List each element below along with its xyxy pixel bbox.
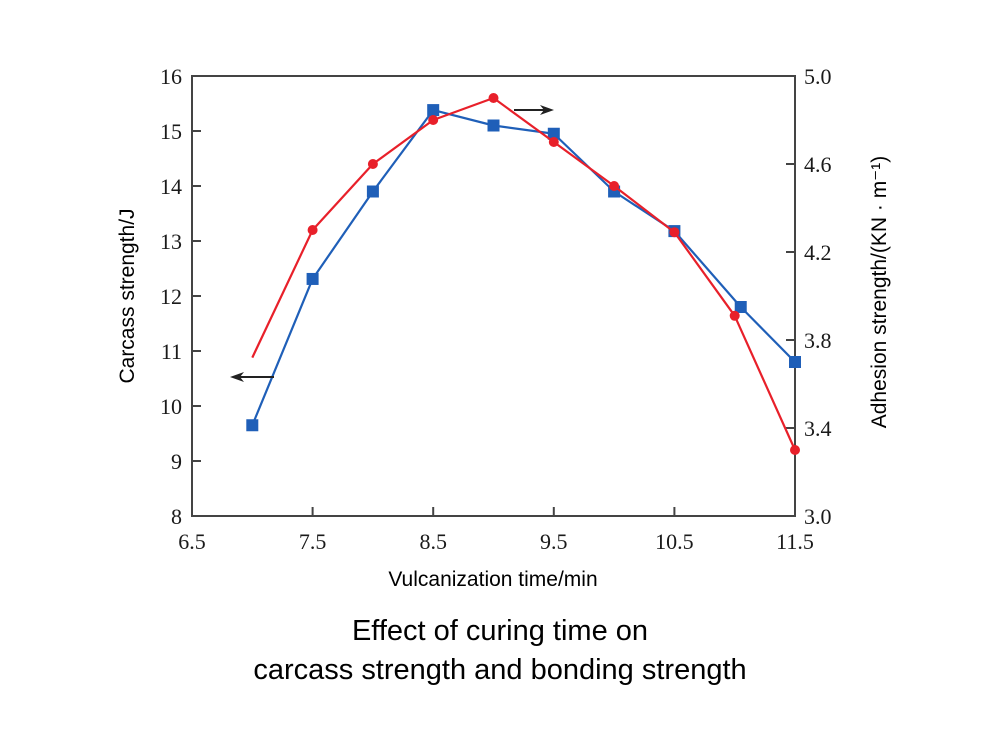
data-point-carcass-strength: [789, 356, 801, 368]
y-right-tick-label: 3.4: [804, 416, 832, 441]
data-point-carcass-strength: [487, 119, 500, 132]
y-left-tick-label: 9: [171, 449, 182, 474]
x-tick-label: 8.5: [419, 529, 447, 554]
arrow-left-icon: [230, 372, 244, 382]
data-point-carcass-strength: [427, 104, 440, 117]
data-point-adhesion-strength: [548, 137, 559, 147]
y-left-tick-label: 12: [160, 284, 182, 309]
y-right-tick-label: 3.0: [804, 504, 832, 529]
x-tick-label: 6.5: [178, 529, 206, 554]
data-point-adhesion-strength: [669, 227, 680, 238]
data-point-carcass-strength: [366, 185, 379, 198]
x-tick-label: 10.5: [655, 529, 694, 554]
y-right-tick-label: 4.6: [804, 152, 832, 177]
y-left-tick-label: 11: [161, 339, 182, 364]
data-point-adhesion-strength: [428, 115, 439, 125]
data-point-adhesion-strength: [609, 181, 620, 191]
data-point-carcass-strength: [547, 127, 560, 140]
x-tick-label: 7.5: [299, 529, 327, 554]
data-point-carcass-strength: [734, 301, 747, 313]
y-right-tick-label: 4.2: [804, 240, 832, 265]
data-point-adhesion-strength: [790, 445, 800, 455]
y-left-tick-label: 16: [160, 64, 182, 89]
data-point-adhesion-strength: [729, 310, 740, 321]
x-tick-label: 9.5: [540, 529, 568, 554]
ticks: 6.5 7.5 8.5 9.5 10.5 11.5 8 9 10 11 12 13 14 15 16 3.0 3…: [160, 64, 832, 554]
y-right-tick-label: 3.8: [804, 328, 832, 353]
y-right-axis-title: Adhesion strength/(KN · m⁻¹): [868, 156, 891, 429]
series-line-adhesion-strength: [251, 96, 797, 451]
arrow-right-icon: [540, 105, 554, 115]
series-indicator-arrows: [230, 105, 554, 382]
data-point-adhesion-strength: [307, 225, 318, 235]
y-left-tick-label: 8: [171, 504, 182, 529]
series-line-carcass-strength: [251, 108, 796, 426]
y-left-tick-label: 13: [160, 229, 182, 254]
dual-axis-line-chart: 6.5 7.5 8.5 9.5 10.5 11.5 8 9 10 11 12 13 14 15 16 3.0 3…: [116, 64, 891, 591]
x-axis-title: Vulcanization time/min: [388, 568, 597, 591]
data-point-adhesion-strength: [488, 93, 499, 103]
data-point-carcass-strength: [306, 272, 319, 285]
y-right-tick-label: 5.0: [804, 64, 832, 89]
y-left-tick-label: 15: [160, 119, 182, 144]
x-tick-label: 11.5: [776, 529, 814, 554]
figure-caption-line-2: carcass strength and bonding strength: [253, 654, 747, 686]
data-point-carcass-strength: [246, 419, 259, 432]
series: [246, 93, 801, 455]
y-left-axis-title: Carcass strength/J: [116, 208, 139, 383]
data-point-adhesion-strength: [367, 159, 378, 169]
y-left-tick-label: 10: [160, 394, 182, 419]
figure-caption-line-1: Effect of curing time on: [351, 615, 649, 647]
y-left-tick-label: 14: [160, 174, 182, 199]
